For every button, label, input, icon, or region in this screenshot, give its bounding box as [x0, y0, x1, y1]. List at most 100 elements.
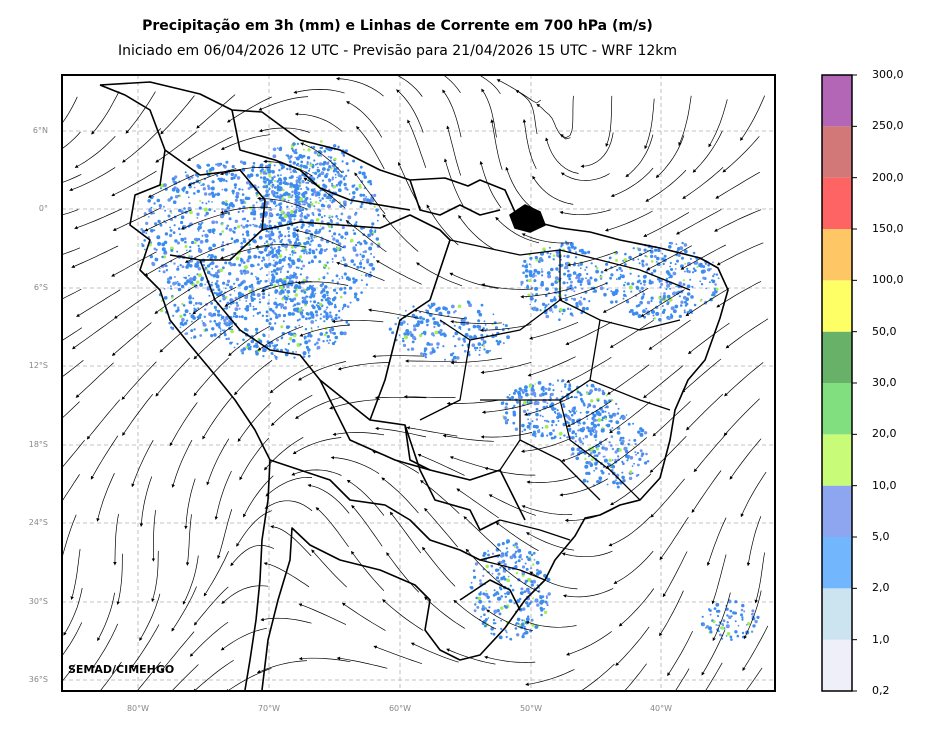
streamline — [484, 466, 536, 476]
precip-cell — [268, 344, 272, 348]
precip-cell — [465, 350, 467, 353]
precip-cell — [303, 215, 307, 219]
precip-cell — [690, 295, 694, 299]
precip-cell — [592, 449, 597, 454]
precip-cell — [593, 278, 598, 282]
precip-cell — [341, 277, 344, 279]
precip-cell — [610, 290, 613, 293]
streamline — [99, 661, 122, 691]
precip-cell — [325, 200, 328, 203]
precip-cell — [274, 253, 278, 257]
precip-cell — [544, 419, 546, 422]
streamline — [701, 629, 726, 676]
precip-cell — [256, 280, 261, 285]
precip-cell — [572, 297, 577, 301]
precip-cell — [415, 328, 417, 331]
precip-cell — [711, 279, 716, 284]
streamline — [527, 356, 576, 377]
precip-cell — [553, 410, 557, 414]
precip-cell — [265, 318, 269, 323]
precip-cell — [327, 155, 330, 158]
precip-cell — [516, 633, 520, 637]
precip-cell — [314, 230, 318, 235]
precip-cell — [478, 592, 482, 596]
precip-cell — [729, 609, 733, 613]
precip-cell — [224, 287, 227, 290]
streamline — [521, 505, 573, 516]
precip-cell — [514, 565, 518, 569]
precip-cell — [196, 239, 199, 242]
precip-cell — [286, 193, 289, 196]
precip-cell — [160, 309, 164, 313]
precip-cell — [498, 340, 502, 344]
precip-cell — [299, 218, 303, 222]
precip-cell — [551, 311, 554, 313]
precip-cell — [331, 182, 333, 185]
precip-cell — [632, 258, 635, 261]
precip-cell — [569, 312, 573, 316]
precip-cell — [240, 257, 243, 260]
precip-cell — [444, 307, 448, 311]
precip-cell — [275, 191, 279, 195]
precip-cell — [485, 350, 490, 354]
precip-cell — [539, 595, 541, 597]
precip-cell — [274, 291, 278, 294]
precip-cell — [540, 259, 544, 262]
precip-cell — [229, 285, 233, 289]
streamline — [351, 504, 383, 547]
streamline — [567, 251, 617, 267]
precip-cell — [477, 319, 481, 323]
precip-cell — [325, 308, 328, 311]
streamline — [139, 476, 153, 527]
precip-cell — [548, 307, 553, 312]
precip-cell — [344, 149, 348, 153]
precip-cell — [583, 297, 586, 301]
precip-cell — [326, 195, 331, 200]
precip-cell — [752, 624, 756, 628]
precip-cell — [708, 281, 711, 284]
precip-cell — [343, 286, 347, 290]
precip-cell — [358, 241, 361, 244]
lon-label: 70°W — [257, 704, 281, 713]
precip-cell — [343, 182, 347, 187]
streamline — [692, 130, 723, 173]
precip-cell — [631, 309, 634, 312]
precip-cell — [289, 213, 294, 218]
precip-cell — [590, 262, 593, 265]
precip-cell — [196, 273, 199, 276]
precip-cell — [318, 202, 320, 205]
streamline — [566, 400, 612, 427]
streamline — [481, 88, 497, 138]
precip-cell — [293, 210, 298, 214]
precip-cell — [317, 213, 321, 217]
precip-cell — [331, 164, 334, 167]
precip-cell — [665, 270, 670, 274]
precip-cell — [498, 635, 503, 640]
precip-cell — [355, 253, 359, 257]
precip-cell — [640, 286, 644, 290]
precip-cell — [478, 353, 481, 356]
precip-cell — [490, 564, 494, 568]
precip-cell — [311, 239, 314, 242]
precip-cell — [152, 212, 155, 215]
colorbar-label: 1,0 — [872, 632, 890, 646]
precip-cell — [284, 245, 288, 249]
precip-cell — [305, 186, 308, 189]
precip-cell — [273, 175, 276, 179]
precip-cell — [153, 229, 156, 232]
precip-cell — [227, 337, 230, 341]
precip-cell — [278, 147, 283, 152]
streamline — [74, 208, 123, 230]
precip-cell — [241, 199, 245, 202]
precip-cell — [336, 184, 339, 187]
streamline — [745, 667, 763, 691]
streamline — [86, 399, 121, 440]
precip-cell — [170, 196, 173, 200]
precip-cell — [561, 313, 564, 315]
precip-cell — [675, 291, 680, 295]
precip-cell — [285, 154, 288, 157]
streamline — [193, 357, 229, 397]
precip-cell — [668, 276, 670, 279]
precip-cell — [637, 275, 640, 278]
precip-cell — [623, 258, 628, 262]
